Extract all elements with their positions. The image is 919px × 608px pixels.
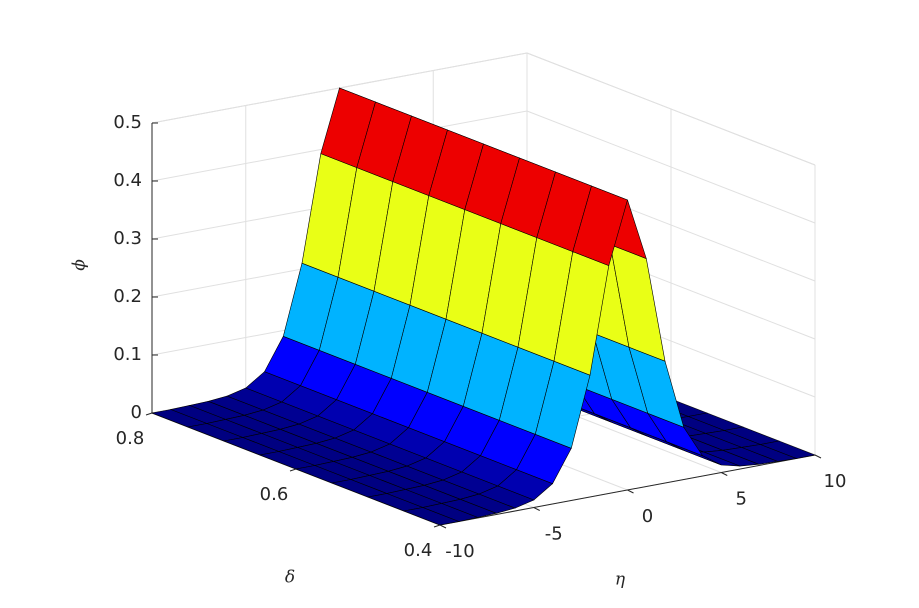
x-tick-label: -10 <box>445 541 474 562</box>
y-tick <box>433 524 441 528</box>
z-axis-label: ϕ <box>70 259 90 271</box>
x-tick-label: -5 <box>545 524 563 545</box>
z-tick-label: 0.4 <box>113 170 142 191</box>
x-axis-label: η <box>615 570 626 590</box>
z-tick-label: 0.1 <box>113 344 142 365</box>
y-tick-label: 0.8 <box>116 428 145 449</box>
z-tick-label: 0 <box>131 402 142 423</box>
y-tick <box>289 468 297 472</box>
x-tick-label: 0 <box>642 506 653 527</box>
x-tick <box>533 507 540 511</box>
grid-line <box>526 52 816 166</box>
z-tick-label: 0.2 <box>113 286 142 307</box>
y-tick <box>145 412 153 416</box>
x-tick <box>721 472 728 476</box>
x-tick-label: 5 <box>736 489 747 510</box>
surface-patch <box>572 185 628 266</box>
y-tick-label: 0.6 <box>260 484 289 505</box>
grid-line <box>526 110 816 224</box>
y-axis-label: δ <box>285 568 295 588</box>
surface-patch <box>402 507 460 526</box>
x-tick-label: 10 <box>824 471 847 492</box>
y-tick-label: 0.4 <box>404 540 433 561</box>
x-tick <box>439 524 447 529</box>
z-tick-label: 0.5 <box>113 112 142 133</box>
x-tick <box>814 454 822 459</box>
x-tick <box>627 489 634 494</box>
z-tick-label: 0.3 <box>113 228 142 249</box>
